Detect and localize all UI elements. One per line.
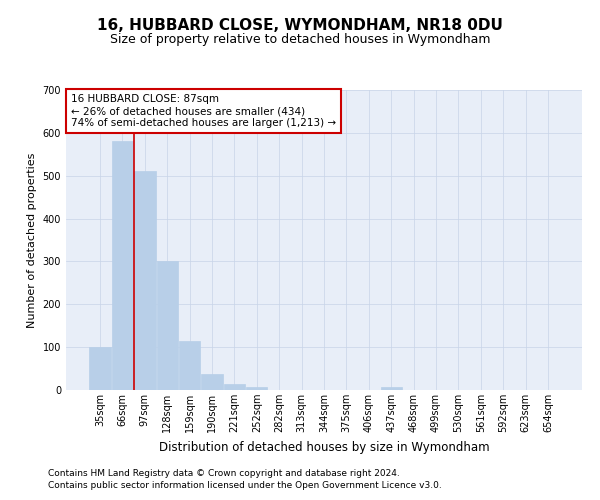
X-axis label: Distribution of detached houses by size in Wymondham: Distribution of detached houses by size … bbox=[158, 440, 490, 454]
Text: Contains HM Land Registry data © Crown copyright and database right 2024.: Contains HM Land Registry data © Crown c… bbox=[48, 468, 400, 477]
Y-axis label: Number of detached properties: Number of detached properties bbox=[27, 152, 37, 328]
Text: Size of property relative to detached houses in Wymondham: Size of property relative to detached ho… bbox=[110, 32, 490, 46]
Bar bbox=[246, 386, 268, 390]
Text: 16 HUBBARD CLOSE: 87sqm
← 26% of detached houses are smaller (434)
74% of semi-d: 16 HUBBARD CLOSE: 87sqm ← 26% of detache… bbox=[71, 94, 336, 128]
Text: 16, HUBBARD CLOSE, WYMONDHAM, NR18 0DU: 16, HUBBARD CLOSE, WYMONDHAM, NR18 0DU bbox=[97, 18, 503, 32]
Bar bbox=[380, 387, 402, 390]
Bar bbox=[134, 172, 155, 390]
Bar bbox=[179, 340, 200, 390]
Bar bbox=[224, 384, 245, 390]
Bar bbox=[157, 262, 178, 390]
Text: Contains public sector information licensed under the Open Government Licence v3: Contains public sector information licen… bbox=[48, 481, 442, 490]
Bar bbox=[202, 374, 223, 390]
Bar bbox=[89, 347, 111, 390]
Bar bbox=[112, 142, 133, 390]
